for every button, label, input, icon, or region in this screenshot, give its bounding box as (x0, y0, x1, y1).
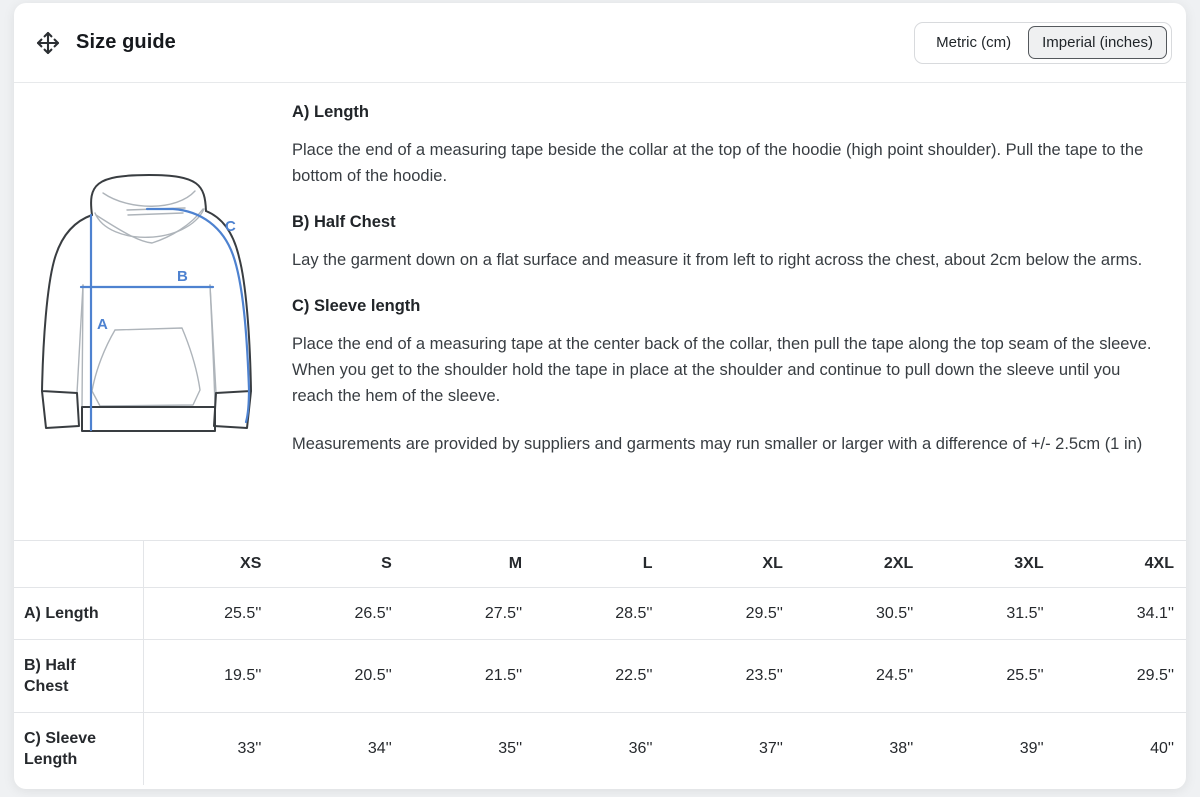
measurement-cell: 39'' (1019, 740, 1044, 757)
row-label: C) Sleeve Length (14, 712, 144, 785)
hood-fold-line (102, 190, 196, 207)
kangaroo-pocket (91, 327, 201, 407)
section-heading-half-chest: B) Half Chest (292, 213, 396, 231)
hoodie-diagram: A B C (41, 174, 252, 432)
page-title: Size guide (76, 31, 176, 53)
body-right-seam (209, 284, 216, 408)
size-col-header: L (642, 555, 653, 572)
body-left-seam (81, 284, 84, 408)
measurements-disclaimer: Measurements are provided by suppliers a… (292, 435, 1143, 453)
size-col-header: 3XL (1014, 555, 1044, 572)
measure-label-b: B (177, 268, 188, 285)
left-cuff (41, 390, 80, 429)
hood-opening-line (94, 208, 205, 238)
table-corner-cell (14, 540, 144, 588)
measurement-cell: 22.5'' (615, 667, 653, 684)
measurement-descriptions: A) Length Place the end of a measuring t… (292, 101, 1158, 540)
table-row-half-chest: B) Half Chest 19.5'' 20.5'' 21.5'' 22.5'… (14, 639, 1186, 713)
hood-outline (90, 174, 207, 216)
section-heading-sleeve-length: C) Sleeve length (292, 297, 421, 315)
measurement-cell: 21.5'' (484, 667, 523, 684)
move-icon[interactable] (36, 31, 60, 55)
measure-label-a: A (97, 316, 108, 333)
size-col-header: XS (240, 555, 262, 572)
measurement-cell: 37'' (758, 740, 783, 757)
measurement-cell: 25.5'' (1006, 667, 1044, 684)
measurement-cell: 30.5'' (876, 604, 914, 622)
section-body-sleeve-length: Place the end of a measuring tape at the… (292, 335, 1152, 405)
section-body-half-chest: Lay the garment down on a flat surface a… (292, 251, 1143, 269)
row-label: B) Half Chest (14, 639, 144, 713)
measure-label-c: C (225, 218, 236, 235)
measurement-cell: 26.5'' (354, 604, 392, 622)
section-heading-length: A) Length (292, 103, 369, 121)
size-col-header: S (381, 555, 392, 572)
hoodie-figure: A B C (28, 101, 292, 540)
measurement-cell: 20.5'' (354, 667, 392, 684)
measurement-cell: 25.5'' (224, 604, 262, 622)
units-toggle: Metric (cm) Imperial (inches) (914, 21, 1172, 64)
measurement-cell: 34.1'' (1136, 604, 1174, 622)
size-table-header-row: XS S M L XL 2XL 3XL 4XL (14, 540, 1186, 588)
imperial-toggle-button[interactable]: Imperial (inches) (1028, 26, 1167, 59)
size-col-header: 4XL (1144, 555, 1174, 572)
measurement-cell: 29.5'' (1136, 667, 1174, 684)
size-col-header: M (508, 555, 523, 572)
measurement-cell: 24.5'' (876, 667, 914, 684)
table-row-length: A) Length 25.5'' 26.5'' 27.5'' 28.5'' 29… (14, 587, 1186, 640)
guide-content: A B C A) Length Place the end of a measu… (14, 83, 1186, 540)
measurement-cell: 35'' (498, 740, 523, 757)
section-body-length: Place the end of a measuring tape beside… (292, 141, 1144, 185)
measurement-cell: 19.5'' (224, 667, 262, 684)
measurement-cell: 38'' (889, 740, 914, 757)
left-sleeve-outline (41, 214, 93, 392)
measurement-cell: 34'' (367, 740, 392, 757)
table-row-sleeve-length: C) Sleeve Length 33'' 34'' 35'' 36'' 37'… (14, 712, 1186, 785)
size-guide-modal: Size guide Metric (cm) Imperial (inches) (14, 3, 1186, 789)
modal-header: Size guide Metric (cm) Imperial (inches) (14, 3, 1186, 83)
collar-v-line (95, 208, 204, 244)
size-table: XS S M L XL 2XL 3XL 4XL A) Length 25.5''… (14, 540, 1186, 785)
measurement-cell: 23.5'' (745, 667, 783, 684)
measurement-cell: 27.5'' (484, 604, 523, 622)
measurement-cell: 40'' (1150, 740, 1174, 757)
measure-line-c (145, 207, 251, 424)
measurement-cell: 28.5'' (615, 604, 653, 622)
size-col-header: XL (762, 555, 783, 572)
right-sleeve-outline (205, 210, 252, 392)
measurement-cell: 33'' (237, 740, 262, 757)
metric-toggle-button[interactable]: Metric (cm) (919, 26, 1028, 59)
row-label: A) Length (14, 587, 144, 640)
measurement-cell: 29.5'' (745, 604, 783, 622)
measurement-cell: 31.5'' (1006, 604, 1044, 622)
size-col-header: 2XL (883, 555, 914, 572)
measurement-cell: 36'' (628, 740, 653, 757)
hem-band (81, 406, 216, 432)
